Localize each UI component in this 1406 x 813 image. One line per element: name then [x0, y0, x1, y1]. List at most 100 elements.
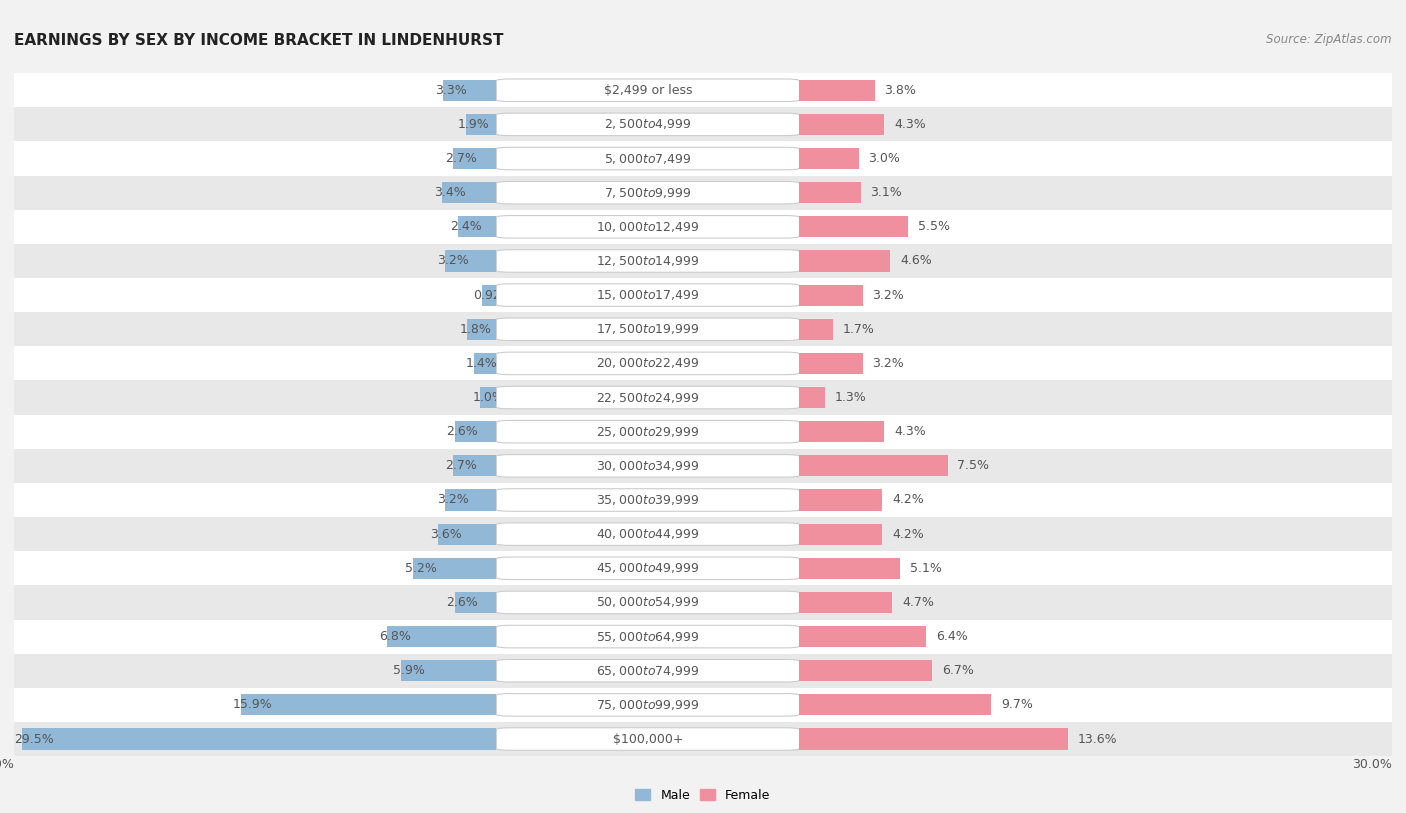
Bar: [413, 558, 496, 579]
Bar: [14, 176, 496, 210]
Text: $7,500 to $9,999: $7,500 to $9,999: [605, 185, 692, 200]
Bar: [496, 483, 800, 517]
Text: 6.4%: 6.4%: [936, 630, 967, 643]
Bar: [496, 278, 800, 312]
Text: 4.2%: 4.2%: [893, 493, 924, 506]
Text: $30,000 to $34,999: $30,000 to $34,999: [596, 459, 700, 473]
Text: 9.7%: 9.7%: [1001, 698, 1033, 711]
Bar: [14, 380, 496, 415]
FancyBboxPatch shape: [496, 489, 800, 511]
Text: $45,000 to $49,999: $45,000 to $49,999: [596, 561, 700, 576]
Text: 6.8%: 6.8%: [380, 630, 411, 643]
Text: 1.9%: 1.9%: [458, 118, 489, 131]
Text: 2.7%: 2.7%: [444, 459, 477, 472]
Text: 3.0%: 3.0%: [869, 152, 900, 165]
Bar: [800, 107, 1392, 141]
Text: 5.9%: 5.9%: [394, 664, 425, 677]
Bar: [800, 210, 1392, 244]
Text: 0.92%: 0.92%: [474, 289, 513, 302]
Text: 5.2%: 5.2%: [405, 562, 437, 575]
Bar: [240, 694, 496, 715]
Bar: [800, 353, 863, 374]
FancyBboxPatch shape: [496, 250, 800, 272]
Bar: [14, 346, 496, 380]
Text: $12,500 to $14,999: $12,500 to $14,999: [596, 254, 700, 268]
Bar: [800, 585, 1392, 620]
Bar: [496, 517, 800, 551]
Bar: [443, 80, 496, 101]
Text: 3.2%: 3.2%: [437, 493, 468, 506]
Text: 30.0%: 30.0%: [0, 758, 14, 771]
Bar: [800, 216, 908, 237]
Text: $5,000 to $7,499: $5,000 to $7,499: [605, 151, 692, 166]
Bar: [14, 278, 496, 312]
Text: 30.0%: 30.0%: [1353, 758, 1392, 771]
Bar: [481, 387, 496, 408]
Bar: [496, 141, 800, 176]
FancyBboxPatch shape: [496, 659, 800, 682]
Bar: [800, 524, 883, 545]
Bar: [800, 620, 1392, 654]
Text: 3.3%: 3.3%: [436, 84, 467, 97]
Bar: [444, 250, 496, 272]
FancyBboxPatch shape: [496, 454, 800, 477]
Bar: [402, 660, 496, 681]
Bar: [14, 551, 496, 585]
Bar: [14, 449, 496, 483]
Text: 4.2%: 4.2%: [893, 528, 924, 541]
Bar: [800, 244, 1392, 278]
Text: 2.4%: 2.4%: [450, 220, 481, 233]
Text: 1.4%: 1.4%: [465, 357, 498, 370]
Bar: [14, 107, 496, 141]
Bar: [800, 728, 1069, 750]
Bar: [496, 585, 800, 620]
Bar: [444, 489, 496, 511]
FancyBboxPatch shape: [496, 728, 800, 750]
Bar: [387, 626, 496, 647]
Bar: [496, 551, 800, 585]
Text: 13.6%: 13.6%: [1078, 733, 1118, 746]
Text: 3.2%: 3.2%: [873, 357, 904, 370]
Bar: [14, 585, 496, 620]
Bar: [800, 312, 1392, 346]
Bar: [14, 722, 496, 756]
FancyBboxPatch shape: [496, 79, 800, 102]
FancyBboxPatch shape: [496, 420, 800, 443]
FancyBboxPatch shape: [496, 215, 800, 238]
Bar: [800, 73, 1392, 107]
Text: $65,000 to $74,999: $65,000 to $74,999: [596, 663, 700, 678]
Text: 1.3%: 1.3%: [835, 391, 866, 404]
Bar: [496, 620, 800, 654]
Bar: [800, 660, 932, 681]
Text: $2,500 to $4,999: $2,500 to $4,999: [605, 117, 692, 132]
Bar: [14, 517, 496, 551]
Bar: [800, 415, 1392, 449]
FancyBboxPatch shape: [496, 625, 800, 648]
Text: Source: ZipAtlas.com: Source: ZipAtlas.com: [1267, 33, 1392, 46]
Text: 4.7%: 4.7%: [903, 596, 934, 609]
Bar: [14, 654, 496, 688]
Text: 3.8%: 3.8%: [884, 84, 917, 97]
Bar: [800, 483, 1392, 517]
Text: 4.3%: 4.3%: [894, 118, 927, 131]
Bar: [474, 353, 496, 374]
Bar: [441, 182, 496, 203]
Bar: [800, 80, 875, 101]
Bar: [800, 250, 890, 272]
Text: 29.5%: 29.5%: [14, 733, 53, 746]
Bar: [496, 107, 800, 141]
Bar: [800, 182, 860, 203]
Bar: [14, 312, 496, 346]
Text: $50,000 to $54,999: $50,000 to $54,999: [596, 595, 700, 610]
Text: $100,000+: $100,000+: [613, 733, 683, 746]
Bar: [800, 592, 893, 613]
Bar: [800, 387, 825, 408]
FancyBboxPatch shape: [496, 181, 800, 204]
FancyBboxPatch shape: [496, 284, 800, 307]
Bar: [14, 483, 496, 517]
Bar: [800, 319, 832, 340]
Bar: [800, 694, 991, 715]
Text: 4.3%: 4.3%: [894, 425, 927, 438]
Text: 2.6%: 2.6%: [447, 425, 478, 438]
Text: 5.5%: 5.5%: [918, 220, 950, 233]
